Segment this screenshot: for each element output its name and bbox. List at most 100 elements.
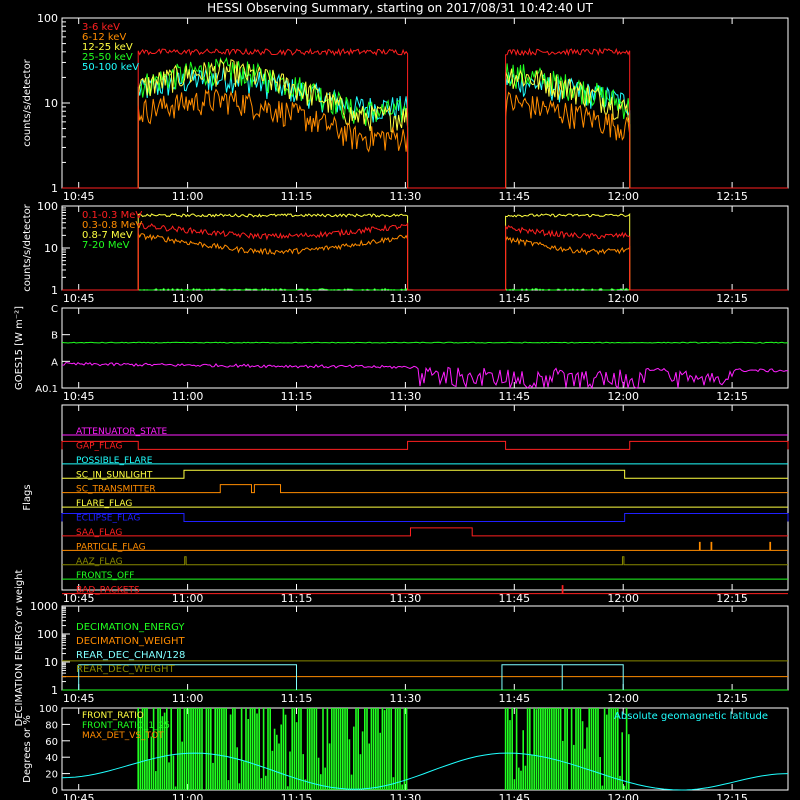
time-tick-label: 11:15 [281,390,313,403]
legend-entry: REAR_DEC_WEIGHT [76,664,175,675]
series-line [62,88,788,189]
flag-line [62,585,788,595]
time-tick-label: 10:45 [63,292,95,305]
time-tick-label: 12:00 [607,792,639,800]
flag-label: POSSIBLE_FLARE [76,456,153,466]
time-tick-label: 11:45 [498,190,530,203]
time-tick-label: 11:00 [172,190,204,203]
y-tick-label: A [51,357,58,368]
y-tick-label: 10 [44,242,58,255]
time-tick-label: 12:15 [716,390,748,403]
y-tick-label: 1 [51,182,58,195]
time-tick-label: 11:45 [498,292,530,305]
flag-label: FLARE_FLAG [76,499,132,509]
time-tick-label: 11:45 [498,390,530,403]
time-tick-label: 11:15 [281,692,313,705]
decimation-step [78,664,297,690]
flag-line [62,541,788,551]
flag-line [62,556,788,566]
time-tick-label: 12:00 [607,390,639,403]
flag-line [62,484,788,494]
y-tick-label: 1 [51,684,58,697]
time-tick-label: 12:15 [716,692,748,705]
time-tick-label: 11:45 [498,692,530,705]
time-tick-label: 10:45 [63,792,95,800]
legend-entry: 0.8-7 MeV [82,230,133,241]
goes-series-line [61,341,789,344]
time-tick-label: 11:30 [390,592,422,605]
time-tick-label: 10:45 [63,592,95,605]
y-tick-label: 1000 [30,600,58,613]
y-tick-label: 100 [39,704,58,715]
legend-entry: 7-20 MeV [82,240,130,251]
legend-entry: 3-6 keV [82,22,120,33]
flag-label: BAD_PACKETS [76,586,140,596]
flag-line [62,527,788,537]
goes-series-line [61,361,789,390]
flag-label: SAA_FLAG [76,528,122,538]
flag-label: SC_IN_SUNLIGHT [76,470,153,480]
y-tick-label: 0 [52,786,58,797]
y-tick-label: 1 [51,284,58,297]
time-tick-label: 11:15 [281,592,313,605]
flag-line [61,513,789,522]
y-tick-label: 80 [45,720,58,731]
y-tick-label: 40 [45,753,58,764]
time-tick-label: 12:00 [607,190,639,203]
y-axis-label: Degrees or % [22,715,33,783]
legend-entry: 6-12 keV [82,32,126,43]
panel-2: 10:45 11:00 11:15 11:30 11:45 12:00 12:15 count… [22,200,789,305]
time-tick-label: 11:30 [390,292,422,305]
y-tick-label: A0.1 [35,384,58,395]
legend-entry: REAR_DEC_CHAN/128 [76,650,185,661]
y-tick-label: 10 [44,97,58,110]
series-line [62,213,788,291]
time-tick-label: 12:00 [607,692,639,705]
legend-entry: 12-25 keV [82,42,133,53]
legend-entry: FRONT_RATIO [82,711,144,721]
time-tick-label: 11:30 [390,792,422,800]
series-line [62,233,788,291]
flag-line [61,440,789,450]
time-tick-label: 12:15 [716,592,748,605]
time-tick-label: 11:30 [390,390,422,403]
flag-line [62,469,788,479]
y-tick-label: 100 [37,200,58,213]
flag-label: GAP_FLAG [76,441,122,451]
flag-label: PARTICLE_FLAG [76,542,146,552]
time-tick-label: 12:15 [716,792,748,800]
panel-1: 10:45 11:00 11:15 11:30 11:45 12:00 12:15 count… [22,12,789,203]
legend-entry: 0.3-0.8 MeV [82,220,142,231]
time-tick-label: 11:00 [172,292,204,305]
panel-frame [61,707,789,791]
latitude-line [61,752,789,791]
panel-6: 10:45 11:00 11:15 11:30 11:45 12:00 12:15 Degre… [22,704,789,800]
series-line [62,222,788,291]
y-tick-label: C [51,304,58,315]
legend-entry: DECIMATION_ENERGY [76,622,185,633]
y-tick-label: 60 [45,737,58,748]
legend-entry: MAX_DET_VS_TOT [82,731,164,741]
flag-label: ECLIPSE_FLAG [76,514,140,524]
panel-4: 10:45 11:00 11:15 11:30 11:45 12:00 12:15 Flags… [22,404,789,605]
legend-entry: 0.1-0.3 MeV [82,210,142,221]
time-tick-label: 11:00 [172,792,204,800]
time-tick-label: 11:45 [498,792,530,800]
flag-label: SC_TRANSMITTER [76,485,156,495]
y-axis-label: counts/s/detector [22,58,33,146]
y-tick-label: 10 [44,656,58,669]
figure-title: HESSI Observing Summary, starting on 201… [207,1,593,15]
legend-entry: DECIMATION_WEIGHT [76,636,185,647]
time-tick-label: 12:00 [607,592,639,605]
time-tick-label: 11:30 [390,190,422,203]
series-line [62,58,788,189]
time-tick-label: 10:45 [63,692,95,705]
time-tick-label: 11:15 [281,792,313,800]
series-line [62,287,788,291]
panel-frame [61,307,789,389]
panel-5: 10:45 11:00 11:15 11:30 11:45 12:00 12:15 DECIM… [14,569,789,726]
y-tick-label: 20 [45,770,58,781]
time-tick-label: 12:15 [716,292,748,305]
